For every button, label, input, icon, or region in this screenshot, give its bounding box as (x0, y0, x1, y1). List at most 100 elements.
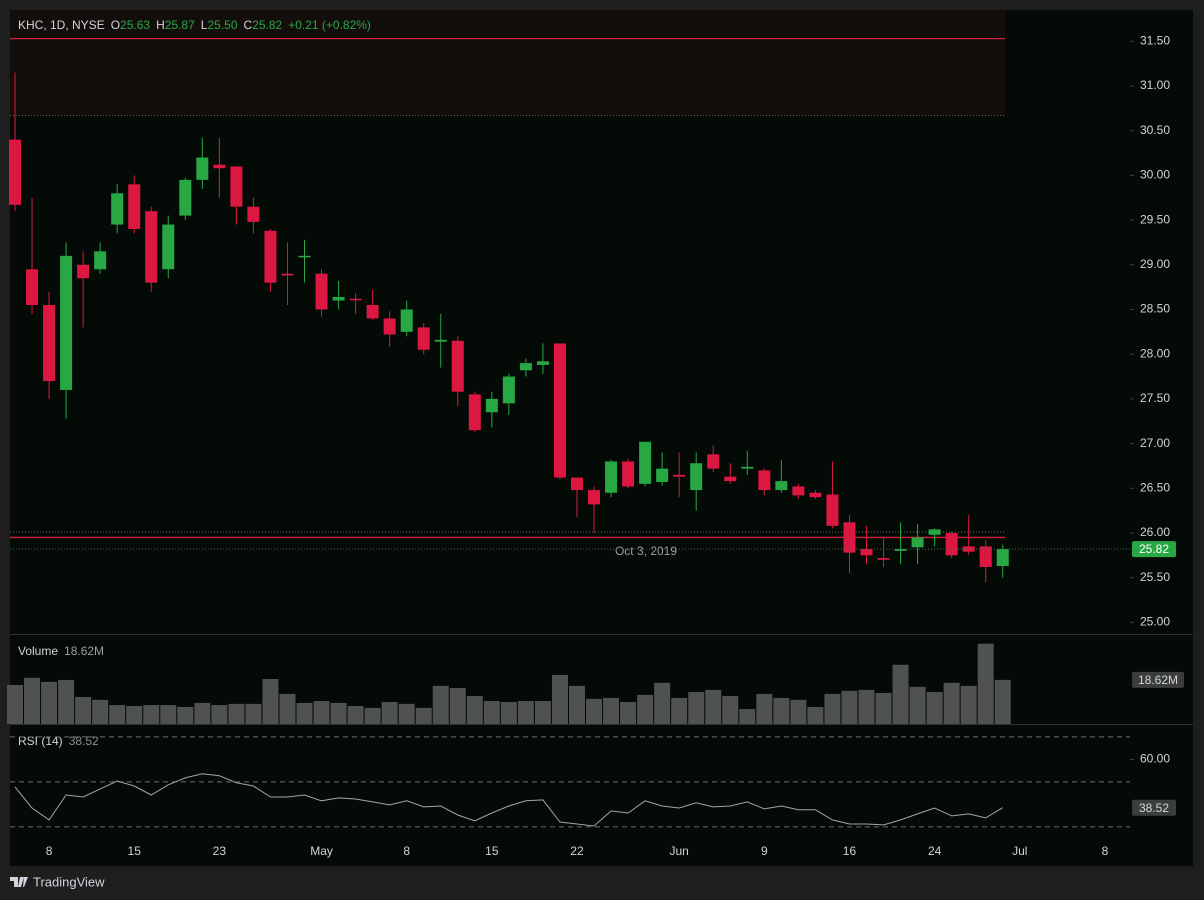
volume-bar (228, 703, 245, 724)
candle-body (605, 461, 618, 493)
x-tick-label: May (310, 844, 333, 858)
rsi-line (14, 773, 1003, 827)
candle-body (281, 273, 294, 276)
volume-bar (313, 701, 330, 724)
volume-bar (415, 707, 432, 724)
volume-title-row: Volume 18.62M (18, 644, 104, 658)
volume-bar (586, 698, 603, 724)
y-tick-label: 27.00 (1140, 436, 1170, 450)
candle-body (332, 296, 345, 301)
ohlc-value: 25.82 (252, 18, 282, 32)
chart-background (10, 10, 1193, 866)
ohlc-key: H (156, 18, 165, 32)
x-tick-label: 8 (46, 844, 53, 858)
candle-body (349, 298, 362, 301)
x-tick-label: 9 (761, 844, 768, 858)
y-tick-label: 28.00 (1140, 346, 1170, 360)
volume-bar (177, 706, 194, 724)
volume-bar (739, 709, 756, 724)
candle-body (809, 492, 822, 498)
y-tick-label: 31.00 (1140, 78, 1170, 92)
volume-bar (551, 674, 568, 724)
candle-body (843, 522, 856, 553)
date-annotation: Oct 3, 2019 (615, 544, 677, 558)
ohlc-key: C (244, 18, 253, 32)
candle-body (928, 529, 941, 535)
volume-bar (926, 692, 943, 724)
candle-body (519, 363, 532, 371)
x-tick-label: 15 (128, 844, 142, 858)
candle-body (94, 251, 107, 270)
x-tick-label: 8 (1102, 844, 1109, 858)
volume-bar (568, 685, 585, 724)
brand-name: TradingView (33, 874, 105, 889)
x-tick-label: 16 (843, 844, 857, 858)
rsi-badge (1132, 799, 1176, 816)
volume-bar (24, 677, 41, 724)
candle-body (673, 474, 686, 477)
ohlc-value: 25.50 (207, 18, 237, 32)
volume-bar (75, 697, 92, 724)
candle-body (656, 468, 669, 483)
volume-bar (807, 706, 824, 724)
volume-bar (705, 689, 722, 724)
candle-body (230, 166, 243, 207)
x-tick-label: 15 (485, 844, 499, 858)
volume-bar (364, 707, 381, 724)
volume-bar (109, 705, 126, 724)
volume-bar (245, 703, 262, 724)
candle-body (179, 179, 192, 216)
zone (10, 10, 1005, 116)
ohlc-value: 25.63 (120, 18, 150, 32)
volume-bar (841, 690, 858, 724)
ohlc-key: L (201, 18, 208, 32)
candle-body (213, 164, 226, 169)
candle-body (758, 470, 771, 491)
candle-body (911, 537, 924, 548)
candle-body (128, 184, 141, 230)
volume-bar (671, 697, 688, 724)
candle-body (43, 305, 56, 382)
candle-body (570, 477, 583, 491)
volume-bar (824, 693, 841, 724)
volume-bar (654, 682, 671, 724)
candle-body (315, 273, 328, 310)
volume-bar (41, 681, 58, 724)
volume-bar (211, 705, 228, 724)
candle-body (741, 466, 754, 469)
candle-body (962, 546, 975, 552)
candle-body (60, 255, 73, 390)
x-tick-label: 8 (403, 844, 410, 858)
volume-bar (330, 702, 347, 724)
candle-body (417, 327, 430, 350)
candle-body (502, 376, 515, 404)
logo (10, 877, 28, 887)
volume-bar (892, 664, 909, 724)
symbol: KHC, 1D, NYSE (18, 18, 105, 32)
x-tick-label: Jun (669, 844, 688, 858)
candle-body (707, 454, 720, 469)
volume-bar (7, 684, 23, 724)
volume-bar (483, 701, 500, 724)
volume-title: Volume (18, 644, 58, 658)
candle-body (162, 224, 175, 270)
x-tick-label: 23 (213, 844, 227, 858)
y-tick-label: 27.50 (1140, 391, 1170, 405)
candle-body (792, 486, 805, 496)
y-tick-label: 25.50 (1140, 570, 1170, 584)
legend: KHC, 1D, NYSE O25.63 H25.87 L25.50 C25.82 +0.… (18, 18, 371, 32)
candle-body (553, 343, 566, 478)
volume-bar (262, 679, 279, 724)
candle-body (979, 546, 992, 567)
volume-badge (1132, 671, 1184, 688)
volume-bar (637, 694, 654, 724)
volume-bar (279, 693, 296, 724)
volume-bar (722, 696, 739, 724)
brand: TradingView (10, 874, 105, 889)
y-tick-label: 31.50 (1140, 33, 1170, 47)
volume-bar (92, 699, 109, 724)
candle-body (639, 441, 652, 484)
volume-bar (756, 693, 773, 724)
rsi-badge-label: 38.52 (1139, 801, 1169, 815)
